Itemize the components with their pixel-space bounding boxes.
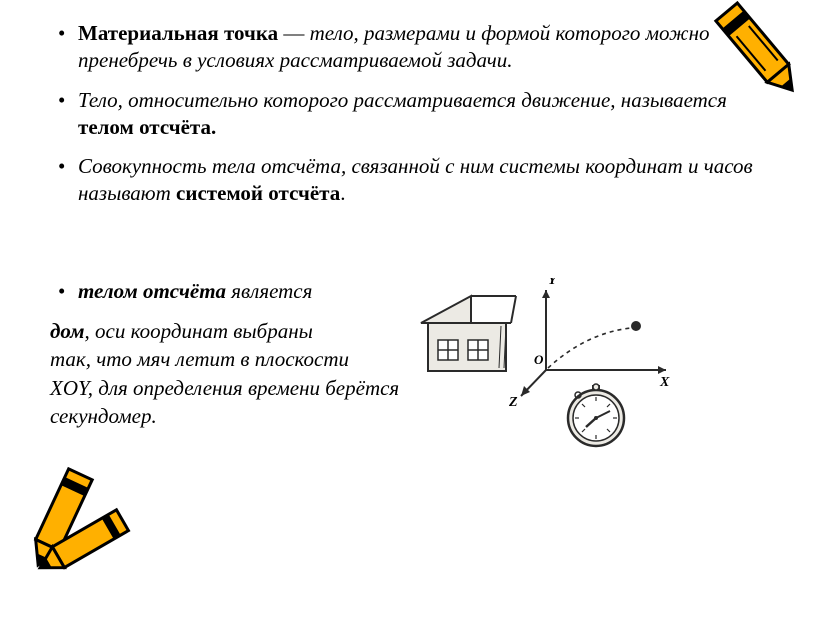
dom-rest: , оси координат выбраны (85, 319, 313, 343)
bullet-1: Материальная точка — тело, размерами и ф… (50, 20, 766, 75)
bullet4-bolditalic: телом отсчёта (78, 279, 226, 303)
trajectory-icon (548, 321, 641, 368)
bullet-3: Совокупность тела отсчёта, связанной с н… (50, 153, 766, 208)
svg-text:Y: Y (548, 278, 558, 288)
bullet-2: Тело, относительно которого рассматривае… (50, 87, 766, 142)
sep: — (278, 21, 310, 45)
bullet3-trail: . (340, 181, 345, 205)
term-bold: Материальная точка (78, 21, 278, 45)
svg-text:O: O (534, 352, 544, 367)
bullet2-italic: Тело, относительно которого рассматривае… (78, 88, 727, 112)
svg-text:X: X (659, 375, 670, 390)
line-tak: так, что мяч летит в плоскости (50, 345, 470, 373)
physics-diagram: Y X Z O (416, 278, 676, 458)
dom-bold: дом (50, 319, 85, 343)
line-dom: дом, оси координат выбраны (50, 317, 470, 345)
line-xoy: XOY, для определения времени берётся сек… (50, 374, 470, 431)
svg-text:Z: Z (508, 395, 518, 410)
crayon-icon-bottom-left (0, 453, 160, 623)
bullet-4: телом отсчёта является (50, 278, 470, 305)
house-icon (421, 296, 516, 371)
stopwatch-icon (568, 384, 624, 446)
bullet4-italic: является (226, 279, 312, 303)
bullet3-bold: системой отсчёта (176, 181, 340, 205)
bullet2-bold: телом отсчёта. (78, 115, 216, 139)
